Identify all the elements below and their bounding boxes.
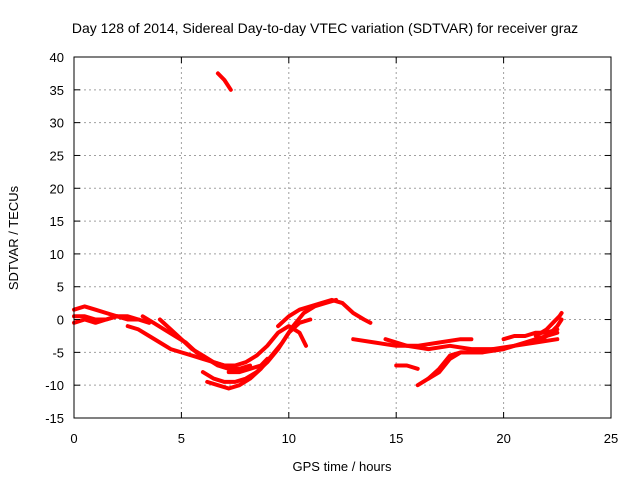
x-tick-label: 0	[70, 431, 77, 446]
y-axis-label: SDTVAR / TECUs	[6, 185, 21, 290]
chart-title: Day 128 of 2014, Sidereal Day-to-day VTE…	[72, 20, 578, 36]
y-tick-label: 5	[57, 280, 64, 295]
plot-frame	[73, 56, 612, 419]
x-tick-label: 20	[496, 431, 510, 446]
y-tick-label: 25	[50, 148, 64, 163]
y-tick-label: -5	[52, 345, 64, 360]
y-tick-label: 40	[50, 50, 64, 65]
x-tick-label: 10	[282, 431, 296, 446]
data-series-arc-8	[205, 297, 339, 391]
y-tick-label: -10	[45, 378, 64, 393]
y-tick-label: 0	[57, 313, 64, 328]
data-series-arc-3	[72, 314, 152, 325]
data-series-arc-17	[426, 347, 506, 381]
x-tick-label: 15	[389, 431, 403, 446]
data-series	[72, 71, 564, 391]
x-tick-label: 5	[178, 431, 185, 446]
data-series-arc-9	[226, 356, 270, 375]
data-series-arc-10	[233, 324, 308, 368]
axis-ticks: 0 5 10 15 20 25 -15 -10 -5 0 5 10 15 20 25 30 35 40	[45, 50, 618, 446]
data-series-arc-15	[394, 363, 420, 371]
x-axis-label: GPS time / hours	[293, 459, 392, 474]
data-series-arc-6	[157, 317, 227, 368]
y-tick-label: -15	[45, 411, 64, 426]
data-series-arc-11	[276, 297, 373, 329]
data-series-arc-20	[540, 317, 564, 342]
data-series-arc-12	[215, 71, 233, 92]
data-series-arc-1	[72, 304, 141, 322]
grid	[74, 57, 611, 418]
y-tick-label: 15	[50, 214, 64, 229]
x-tick-label: 25	[604, 431, 618, 446]
y-tick-label: 10	[50, 247, 64, 262]
y-tick-label: 35	[50, 83, 64, 98]
y-tick-label: 20	[50, 181, 64, 196]
y-tick-label: 30	[50, 116, 64, 131]
data-series-arc-14	[383, 337, 560, 352]
data-series-arc-19	[533, 311, 564, 338]
